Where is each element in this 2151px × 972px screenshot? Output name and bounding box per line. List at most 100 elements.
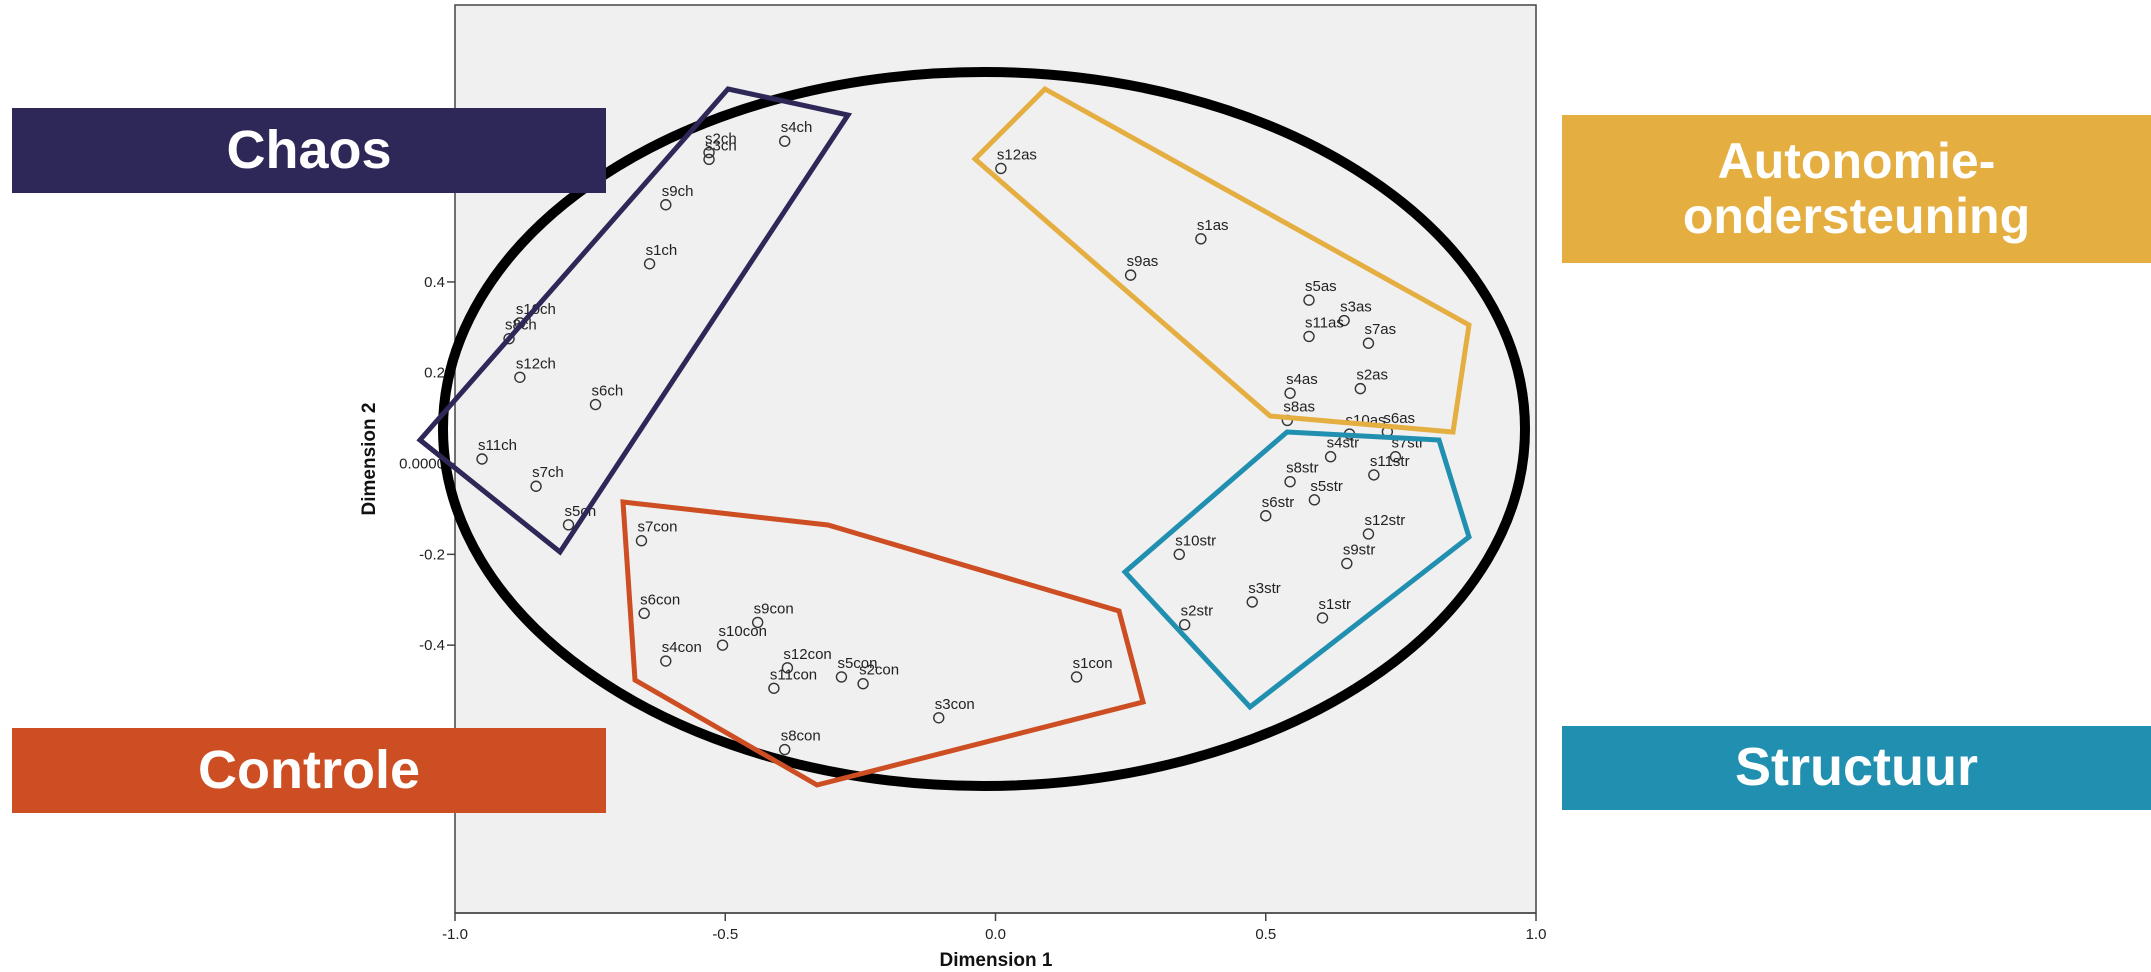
data-point xyxy=(638,607,650,620)
y-tick-label: 0.4 xyxy=(424,274,445,291)
data-point-label: s7con xyxy=(637,519,677,536)
data-point-label: s11ch xyxy=(478,437,517,454)
data-point-label: s5as xyxy=(1305,278,1337,295)
data-point xyxy=(476,453,488,465)
data-point-label: s12str xyxy=(1364,512,1405,529)
data-point-label: s2con xyxy=(859,662,899,679)
data-point xyxy=(530,480,542,492)
data-point xyxy=(1124,269,1137,281)
x-axis: -1.0 -0.5 0.0 0.5 1.0 xyxy=(442,912,1547,943)
data-point-label: s11str xyxy=(1370,453,1410,470)
data-point-label: s4str xyxy=(1327,435,1360,452)
data-point-label: s11con xyxy=(770,666,817,683)
data-point-label: s12con xyxy=(783,646,831,663)
data-point-label: s7as xyxy=(1364,321,1396,338)
data-point xyxy=(1324,451,1337,463)
data-point xyxy=(995,162,1007,175)
x-tick-label: 0.5 xyxy=(1255,926,1276,943)
data-point xyxy=(1308,494,1321,506)
data-point xyxy=(779,743,791,756)
data-point xyxy=(1070,671,1083,683)
data-point-label: s6ch xyxy=(592,383,624,400)
chaos-banner-text: Chaos xyxy=(226,119,392,180)
data-point-label: s5con xyxy=(837,655,877,672)
data-point xyxy=(933,712,945,724)
data-point xyxy=(1246,596,1258,608)
data-point-label: s12ch xyxy=(516,355,556,372)
data-point xyxy=(1260,510,1272,522)
y-tick-label: 0.0000 xyxy=(399,456,445,473)
data-point xyxy=(1338,314,1350,327)
data-point xyxy=(643,258,656,270)
data-point xyxy=(1178,619,1191,631)
data-point-label: s1str xyxy=(1319,596,1352,613)
x-axis-title: Dimension 1 xyxy=(940,950,1053,971)
data-point xyxy=(703,146,715,159)
data-point xyxy=(703,153,715,166)
data-point-label: s3con xyxy=(935,696,975,713)
data-point xyxy=(1362,337,1375,349)
x-tick-label: 1.0 xyxy=(1526,926,1547,943)
data-point-label: s4as xyxy=(1286,371,1318,388)
data-point-label: s2ch xyxy=(705,131,737,148)
group-outlines xyxy=(416,67,1530,791)
structuur-banner: Structuur xyxy=(1562,726,2151,810)
y-axis-title: Dimension 2 xyxy=(359,403,380,516)
data-point-label: s11as xyxy=(1305,314,1344,331)
data-point xyxy=(1341,557,1353,570)
data-point xyxy=(514,371,526,383)
data-point xyxy=(751,616,764,629)
data-point xyxy=(779,135,791,147)
data-point xyxy=(1316,612,1329,624)
y-tick-label: -0.2 xyxy=(419,546,445,563)
data-point xyxy=(857,678,869,690)
autonomie-banner-line1: Autonomie- xyxy=(1717,133,1996,189)
y-axis: 0.4 0.2 0.0000 -0.2 -0.4 xyxy=(399,274,455,654)
data-point-label: s2str xyxy=(1181,603,1214,620)
data-point xyxy=(1368,469,1380,481)
controle-outline xyxy=(620,499,1147,788)
autonomie-outline xyxy=(971,85,1472,435)
data-point-label: s1con xyxy=(1073,655,1113,672)
data-point-label: s8str xyxy=(1286,460,1319,477)
data-point xyxy=(768,682,780,694)
data-point xyxy=(503,332,515,345)
x-tick-label: -0.5 xyxy=(712,926,738,943)
data-point xyxy=(562,519,575,531)
data-point xyxy=(1284,476,1296,488)
autonomie-banner-line2: ondersteuning xyxy=(1682,188,2031,244)
data-point xyxy=(635,535,648,547)
data-point-label: s2as xyxy=(1356,367,1388,384)
data-point xyxy=(1173,548,1185,561)
data-point-label: s9as xyxy=(1127,253,1159,270)
data-point xyxy=(660,655,672,667)
points-layer: s4chs3chs2chs9chs1chs10chs8chs12chs6chs1… xyxy=(476,119,1424,756)
data-point-label: s9con xyxy=(754,600,794,617)
data-point xyxy=(1389,451,1402,463)
data-point-label: s3str xyxy=(1248,580,1281,597)
data-point-label: s6str xyxy=(1262,494,1295,511)
data-point-label: s1ch xyxy=(646,242,678,259)
y-tick-label: 0.2 xyxy=(424,365,445,382)
data-point xyxy=(1303,294,1315,306)
chaos-banner: Chaos xyxy=(12,108,606,193)
controle-banner-text: Controle xyxy=(198,739,420,800)
data-point-label: s9str xyxy=(1343,541,1376,558)
data-point-label: s1as xyxy=(1197,217,1229,234)
data-point xyxy=(1362,528,1375,540)
data-point-label: s4con xyxy=(662,639,702,656)
data-point-label: s7ch xyxy=(532,464,564,481)
data-point xyxy=(660,199,672,211)
data-point-label: s3as xyxy=(1340,299,1372,316)
controle-banner: Controle xyxy=(12,728,606,813)
autonomie-banner: Autonomie- ondersteuning xyxy=(1562,115,2151,263)
y-tick-label: -0.4 xyxy=(419,637,445,654)
data-point xyxy=(1303,330,1315,343)
data-point xyxy=(1284,387,1296,399)
data-point xyxy=(781,662,794,674)
structuur-outline xyxy=(1121,429,1472,711)
data-point-label: s8as xyxy=(1283,398,1315,415)
chaos-outline xyxy=(416,86,853,556)
x-tick-label: 0.0 xyxy=(985,926,1006,943)
